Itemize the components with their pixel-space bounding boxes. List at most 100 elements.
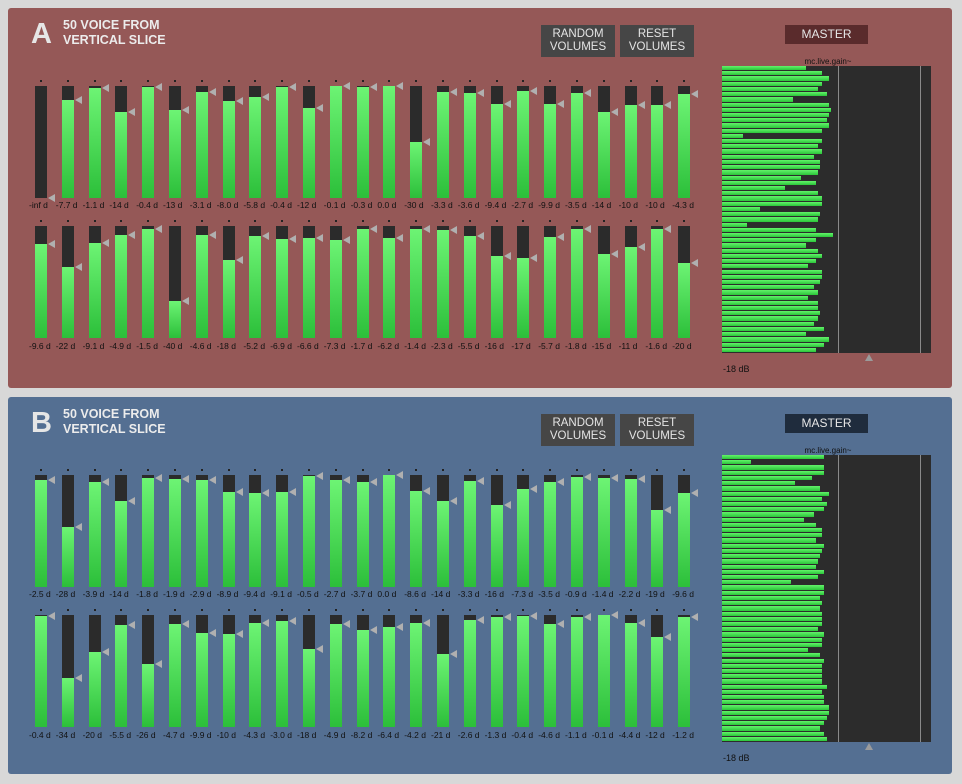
voice-gain-slider[interactable] xyxy=(195,86,208,198)
slider-handle[interactable] xyxy=(557,100,565,109)
voice-gain-slider[interactable] xyxy=(142,86,155,198)
voice-gain-slider[interactable] xyxy=(88,226,101,338)
slider-handle[interactable] xyxy=(101,84,109,93)
slider-handle[interactable] xyxy=(423,618,431,627)
slider-handle[interactable] xyxy=(369,477,377,486)
voice-gain-slider[interactable] xyxy=(61,615,74,727)
slider-handle[interactable] xyxy=(369,82,377,91)
voice-gain-slider[interactable] xyxy=(35,475,47,587)
voice-gain-slider[interactable] xyxy=(88,475,101,587)
slider-handle[interactable] xyxy=(48,194,55,202)
voice-gain-slider[interactable] xyxy=(544,615,557,727)
slider-handle[interactable] xyxy=(584,613,591,622)
slider-handle[interactable] xyxy=(584,472,591,481)
voice-gain-slider[interactable] xyxy=(437,475,449,587)
slider-handle[interactable] xyxy=(664,633,672,642)
voice-gain-slider[interactable] xyxy=(437,86,449,198)
voice-gain-slider[interactable] xyxy=(597,615,610,727)
slider-handle[interactable] xyxy=(503,251,511,260)
slider-handle[interactable] xyxy=(262,619,270,628)
voice-gain-slider[interactable] xyxy=(329,615,342,727)
voice-gain-slider[interactable] xyxy=(303,226,315,338)
voice-gain-slider[interactable] xyxy=(624,226,637,338)
slider-handle[interactable] xyxy=(182,106,189,115)
slider-handle[interactable] xyxy=(182,474,189,483)
gain-slider-handle[interactable] xyxy=(865,743,873,750)
slider-handle[interactable] xyxy=(155,82,163,91)
voice-gain-slider[interactable] xyxy=(35,86,47,198)
voice-gain-slider[interactable] xyxy=(303,475,315,587)
voice-gain-slider[interactable] xyxy=(61,475,74,587)
slider-handle[interactable] xyxy=(557,232,565,241)
slider-handle[interactable] xyxy=(74,263,82,272)
voice-gain-slider[interactable] xyxy=(463,86,476,198)
slider-handle[interactable] xyxy=(182,619,189,628)
slider-handle[interactable] xyxy=(342,82,350,91)
slider-handle[interactable] xyxy=(101,238,109,247)
slider-handle[interactable] xyxy=(262,231,270,240)
slider-handle[interactable] xyxy=(423,138,431,146)
slider-handle[interactable] xyxy=(289,487,297,496)
slider-handle[interactable] xyxy=(74,523,82,532)
slider-handle[interactable] xyxy=(610,611,618,620)
slider-handle[interactable] xyxy=(476,232,484,241)
slider-handle[interactable] xyxy=(637,100,645,109)
voice-gain-slider[interactable] xyxy=(463,475,476,587)
voice-gain-slider[interactable] xyxy=(544,226,557,338)
voice-gain-slider[interactable] xyxy=(222,615,235,727)
voice-gain-slider[interactable] xyxy=(142,475,155,587)
slider-handle[interactable] xyxy=(182,296,189,305)
slider-handle[interactable] xyxy=(316,471,323,480)
voice-gain-slider[interactable] xyxy=(356,615,369,727)
voice-gain-slider[interactable] xyxy=(410,86,423,198)
voice-gain-slider[interactable] xyxy=(142,226,155,338)
slider-handle[interactable] xyxy=(342,476,350,485)
voice-gain-slider[interactable] xyxy=(35,615,47,727)
master-button[interactable]: MASTER xyxy=(785,414,868,433)
voice-gain-slider[interactable] xyxy=(517,86,530,198)
slider-handle[interactable] xyxy=(396,471,404,479)
voice-gain-slider[interactable] xyxy=(249,86,262,198)
slider-handle[interactable] xyxy=(450,88,457,97)
slider-handle[interactable] xyxy=(208,87,216,96)
voice-gain-slider[interactable] xyxy=(303,86,315,198)
slider-handle[interactable] xyxy=(637,242,645,251)
voice-gain-slider[interactable] xyxy=(169,226,181,338)
voice-gain-slider[interactable] xyxy=(624,615,637,727)
slider-handle[interactable] xyxy=(476,477,484,486)
slider-handle[interactable] xyxy=(637,475,645,484)
voice-gain-slider[interactable] xyxy=(437,615,449,727)
voice-gain-slider[interactable] xyxy=(544,475,557,587)
slider-handle[interactable] xyxy=(289,234,297,243)
master-gain-meter[interactable] xyxy=(722,455,931,742)
slider-handle[interactable] xyxy=(423,487,431,496)
voice-gain-slider[interactable] xyxy=(678,615,691,727)
slider-handle[interactable] xyxy=(503,500,511,509)
reset-volumes-button[interactable]: RESET VOLUMES xyxy=(620,414,694,446)
slider-handle[interactable] xyxy=(316,104,323,113)
voice-gain-slider[interactable] xyxy=(276,615,289,727)
voice-gain-slider[interactable] xyxy=(169,475,181,587)
slider-handle[interactable] xyxy=(208,230,216,239)
voice-gain-slider[interactable] xyxy=(597,475,610,587)
slider-handle[interactable] xyxy=(235,487,243,496)
slider-handle[interactable] xyxy=(396,233,404,242)
slider-handle[interactable] xyxy=(530,611,538,620)
slider-handle[interactable] xyxy=(128,231,136,240)
slider-handle[interactable] xyxy=(557,477,565,486)
voice-gain-slider[interactable] xyxy=(35,226,47,338)
voice-gain-slider[interactable] xyxy=(222,475,235,587)
slider-handle[interactable] xyxy=(155,659,163,668)
voice-gain-slider[interactable] xyxy=(249,226,262,338)
voice-gain-slider[interactable] xyxy=(410,475,423,587)
voice-gain-slider[interactable] xyxy=(356,475,369,587)
slider-handle[interactable] xyxy=(396,622,404,631)
slider-handle[interactable] xyxy=(664,100,672,109)
master-button[interactable]: MASTER xyxy=(785,25,868,44)
slider-handle[interactable] xyxy=(691,613,699,622)
random-volumes-button[interactable]: RANDOM VOLUMES xyxy=(541,414,615,446)
slider-handle[interactable] xyxy=(530,253,538,262)
voice-gain-slider[interactable] xyxy=(383,226,396,338)
voice-gain-slider[interactable] xyxy=(276,226,289,338)
slider-handle[interactable] xyxy=(101,478,109,487)
